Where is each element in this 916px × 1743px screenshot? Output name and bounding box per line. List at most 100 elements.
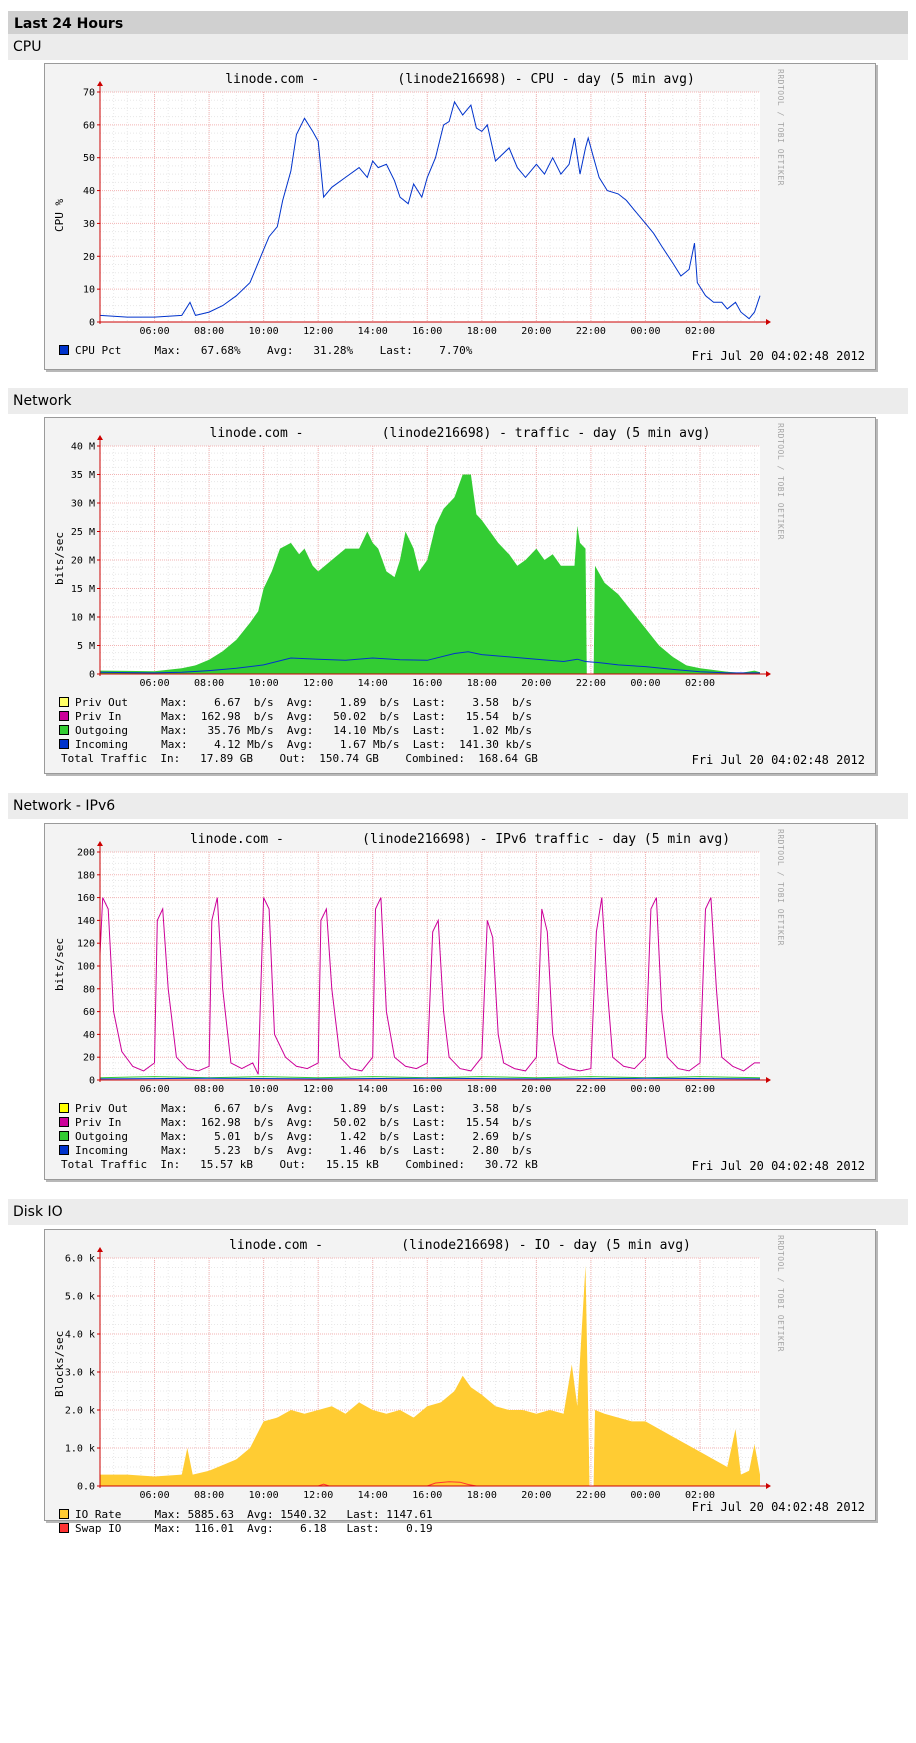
legend-row: IO Rate Max: 5885.63 Avg: 1540.32 Last: …	[59, 1508, 433, 1522]
legend-text: Outgoing Max: 5.01 b/s Avg: 1.42 b/s Las…	[75, 1130, 532, 1143]
rrdtool-watermark: RRDTOOL / TOBI OETIKER	[776, 1235, 785, 1352]
y-axis-arrow	[97, 1247, 103, 1252]
y-axis-label: Blocks/sec	[53, 1330, 66, 1397]
x-tick-label: 16:00	[412, 1490, 442, 1501]
y-tick-label: 30	[83, 219, 95, 230]
x-axis-arrow	[766, 1077, 771, 1083]
legend-text: Priv In Max: 162.98 b/s Avg: 50.02 b/s L…	[75, 1116, 532, 1129]
legend-row: Priv Out Max: 6.67 b/s Avg: 1.89 b/s Las…	[59, 1102, 538, 1116]
y-tick-label: 35 M	[71, 470, 95, 481]
rrd-graph: linode.com - (linode216698) - IPv6 traff…	[44, 823, 876, 1180]
legend-swatch	[59, 345, 69, 355]
y-tick-label: 25 M	[71, 527, 95, 538]
x-tick-label: 00:00	[630, 326, 660, 337]
page-title: Last 24 Hours	[14, 16, 124, 32]
x-tick-label: 10:00	[249, 1084, 279, 1095]
legend-swatch	[59, 697, 69, 707]
legend: CPU Pct Max: 67.68% Avg: 31.28% Last: 7.…	[59, 344, 472, 358]
y-tick-label: 70	[83, 88, 95, 99]
title-graph: (linode216698) - IO - day (5 min avg)	[401, 1238, 691, 1253]
series-area-io-rate	[593, 1410, 760, 1486]
graph-timestamp: Fri Jul 20 04:02:48 2012	[691, 753, 865, 767]
title-host: linode.com -	[209, 426, 304, 441]
graph-title: linode.com - (linode216698) - IPv6 traff…	[45, 832, 875, 847]
section-title: CPU	[13, 39, 42, 55]
x-tick-label: 20:00	[521, 1084, 551, 1095]
legend-text: Priv Out Max: 6.67 b/s Avg: 1.89 b/s Las…	[75, 1102, 532, 1115]
y-tick-label: 20	[83, 252, 95, 263]
section-header: Network	[8, 388, 908, 414]
legend-swatch	[59, 711, 69, 721]
y-tick-label: 40	[83, 1030, 95, 1041]
series-line-incoming	[99, 651, 760, 674]
x-tick-label: 12:00	[303, 326, 333, 337]
series-line-cpu-pct	[99, 100, 761, 320]
x-tick-label: 14:00	[358, 1490, 388, 1501]
title-host: linode.com -	[189, 832, 284, 847]
legend-text: Incoming Max: 5.23 b/s Avg: 1.46 b/s Las…	[75, 1144, 532, 1157]
page-title-bar: Last 24 Hours	[8, 11, 908, 37]
y-tick-label: 5 M	[77, 641, 95, 652]
y-tick-label: 20	[83, 1053, 95, 1064]
x-tick-label: 10:00	[249, 678, 279, 689]
rrdtool-watermark: RRDTOOL / TOBI OETIKER	[776, 829, 785, 946]
x-tick-label: 00:00	[630, 1490, 660, 1501]
legend-swatch	[59, 725, 69, 735]
x-tick-label: 10:00	[249, 1490, 279, 1501]
legend-row: Incoming Max: 4.12 Mb/s Avg: 1.67 Mb/s L…	[59, 738, 538, 752]
x-tick-label: 18:00	[467, 1084, 497, 1095]
x-tick-label: 18:00	[467, 1490, 497, 1501]
legend-text: Swap IO Max: 116.01 Avg: 6.18 Last: 0.19	[75, 1522, 433, 1535]
y-tick-label: 50	[83, 153, 95, 164]
x-tick-label: 22:00	[576, 1084, 606, 1095]
x-tick-label: 20:00	[521, 678, 551, 689]
x-tick-label: 16:00	[412, 1084, 442, 1095]
x-axis-arrow	[766, 1483, 771, 1489]
y-tick-label: 160	[77, 893, 95, 904]
title-host: linode.com -	[225, 72, 320, 87]
x-tick-label: 02:00	[685, 326, 715, 337]
x-tick-label: 00:00	[630, 678, 660, 689]
legend-swatch	[59, 739, 69, 749]
x-axis-arrow	[766, 671, 771, 677]
x-tick-label: 10:00	[249, 326, 279, 337]
legend-text: CPU Pct Max: 67.68% Avg: 31.28% Last: 7.…	[75, 344, 473, 357]
y-tick-label: 60	[83, 120, 95, 131]
x-tick-label: 22:00	[576, 678, 606, 689]
graph-title: linode.com - (linode216698) - IO - day (…	[45, 1238, 875, 1253]
legend-text: IO Rate Max: 5885.63 Avg: 1540.32 Last: …	[75, 1508, 433, 1521]
graph-title: linode.com - (linode216698) - traffic - …	[45, 426, 875, 441]
y-tick-label: 20 M	[71, 556, 95, 567]
legend-row: Outgoing Max: 35.76 Mb/s Avg: 14.10 Mb/s…	[59, 724, 538, 738]
legend-row: CPU Pct Max: 67.68% Avg: 31.28% Last: 7.…	[59, 344, 472, 358]
rrd-graph: linode.com - (linode216698) - CPU - day …	[44, 63, 876, 370]
section-header: Disk IO	[8, 1199, 908, 1225]
title-graph: (linode216698) - IPv6 traffic - day (5 m…	[362, 832, 731, 847]
chart-svg: 0 20 40 60 80 100 120 140 160 180 200 06:00 08:00 10:…	[77, 841, 771, 1095]
legend-row: Total Traffic In: 15.57 kB Out: 15.15 kB…	[59, 1158, 538, 1172]
y-axis-arrow	[97, 841, 103, 846]
y-tick-label: 3.0 k	[65, 1368, 95, 1379]
series-line-priv-in	[99, 897, 760, 1075]
y-tick-label: 180	[77, 870, 95, 881]
x-tick-label: 02:00	[685, 678, 715, 689]
x-tick-label: 00:00	[630, 1084, 660, 1095]
y-tick-label: 120	[77, 939, 95, 950]
legend-text: Total Traffic In: 17.89 GB Out: 150.74 G…	[61, 752, 538, 765]
y-tick-label: 0.0	[77, 1482, 95, 1493]
legend-text: Priv Out Max: 6.67 b/s Avg: 1.89 b/s Las…	[75, 696, 532, 709]
x-tick-label: 22:00	[576, 1490, 606, 1501]
y-tick-label: 60	[83, 1007, 95, 1018]
title-host: linode.com -	[229, 1238, 324, 1253]
y-tick-label: 30 M	[71, 499, 95, 510]
legend-swatch	[59, 1117, 69, 1127]
x-tick-label: 08:00	[194, 1490, 224, 1501]
y-tick-label: 5.0 k	[65, 1292, 95, 1303]
legend-swatch	[59, 1131, 69, 1141]
y-tick-label: 10 M	[71, 613, 95, 624]
y-tick-label: 2.0 k	[65, 1406, 95, 1417]
rrdtool-watermark: RRDTOOL / TOBI OETIKER	[776, 423, 785, 540]
x-tick-label: 16:00	[412, 678, 442, 689]
series-area-outgoing	[100, 474, 587, 674]
section-header: Network - IPv6	[8, 793, 908, 819]
